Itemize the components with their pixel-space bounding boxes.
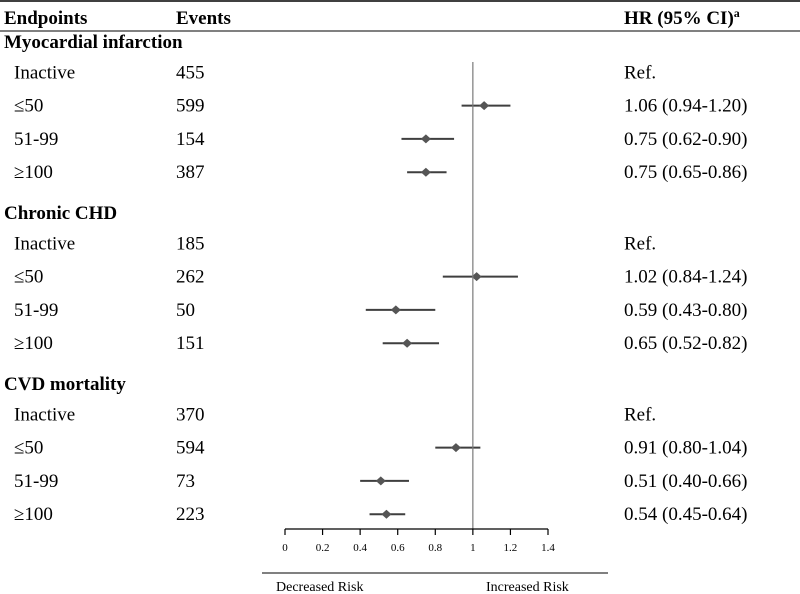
hr-point — [420, 134, 431, 144]
hr-point — [381, 509, 392, 519]
header-hr-superscript: a — [734, 6, 740, 20]
row-category: 51-99 — [14, 471, 58, 492]
row-hr-label: Ref. — [624, 62, 656, 83]
row-events: 455 — [176, 62, 205, 83]
row-events: 223 — [176, 504, 205, 525]
row-hr-label: 0.51 (0.40-0.66) — [624, 471, 747, 492]
row-category: Inactive — [14, 233, 75, 254]
hr-point — [420, 167, 431, 177]
row-category: ≥100 — [14, 333, 53, 354]
row-hr-label: 1.06 (0.94-1.20) — [624, 96, 747, 117]
table-rows: Myocardial infarction Inactive 455 Ref. ≤50 5… — [4, 32, 747, 525]
row-category: ≤50 — [14, 96, 43, 117]
row-hr-label: 0.54 (0.45-0.64) — [624, 504, 747, 525]
hr-point — [402, 338, 413, 348]
header-events: Events — [176, 8, 231, 29]
row-events: 151 — [176, 333, 205, 354]
row-events: 154 — [176, 129, 205, 150]
x-tick-label: 0 — [282, 542, 288, 554]
hr-point — [450, 443, 461, 453]
row-events: 387 — [176, 162, 205, 183]
row-hr-label: 0.91 (0.80-1.04) — [624, 438, 747, 459]
row-events: 594 — [176, 438, 205, 459]
row-hr-label: 0.59 (0.43-0.80) — [624, 300, 747, 321]
row-hr-label: Ref. — [624, 233, 656, 254]
row-category: ≤50 — [14, 267, 43, 288]
group-title: CVD mortality — [4, 374, 126, 395]
group-title: Chronic CHD — [4, 203, 117, 224]
row-hr-label: Ref. — [624, 404, 656, 425]
hr-point — [471, 272, 482, 282]
x-tick-label: 0.8 — [428, 542, 442, 554]
x-tick-label: 1.4 — [541, 542, 555, 554]
row-events: 262 — [176, 267, 205, 288]
decreased-risk-label: Decreased Risk — [276, 580, 363, 594]
header-hr: HR (95% CI)a — [624, 6, 740, 29]
increased-risk-label: Increased Risk — [486, 580, 569, 594]
row-events: 185 — [176, 233, 205, 254]
row-hr-label: 1.02 (0.84-1.24) — [624, 267, 747, 288]
row-category: ≤50 — [14, 438, 43, 459]
row-hr-label: 0.65 (0.52-0.82) — [624, 333, 747, 354]
row-hr-label: 0.75 (0.62-0.90) — [624, 129, 747, 150]
x-tick-label: 1 — [470, 542, 476, 554]
group-title: Myocardial infarction — [4, 32, 183, 53]
forest-marks: 0 0.2 0.4 0.6 0.8 1 1.2 1.4 — [282, 62, 555, 554]
hr-point — [479, 101, 490, 111]
row-category: 51-99 — [14, 300, 58, 321]
row-events: 599 — [176, 96, 205, 117]
row-category: 51-99 — [14, 129, 58, 150]
row-events: 370 — [176, 404, 205, 425]
x-tick-label: 1.2 — [504, 542, 518, 554]
row-category: ≥100 — [14, 162, 53, 183]
row-events: 50 — [176, 300, 195, 321]
row-category: Inactive — [14, 62, 75, 83]
row-category: ≥100 — [14, 504, 53, 525]
header-endpoints: Endpoints — [4, 8, 87, 29]
x-tick-label: 0.6 — [391, 542, 405, 554]
hr-point — [375, 476, 386, 486]
x-tick-label: 0.2 — [316, 542, 330, 554]
header-hr-text: HR (95% CI) — [624, 8, 734, 29]
x-tick-label: 0.4 — [353, 542, 367, 554]
hr-point — [390, 305, 401, 315]
row-hr-label: 0.75 (0.65-0.86) — [624, 162, 747, 183]
row-events: 73 — [176, 471, 195, 492]
row-category: Inactive — [14, 404, 75, 425]
